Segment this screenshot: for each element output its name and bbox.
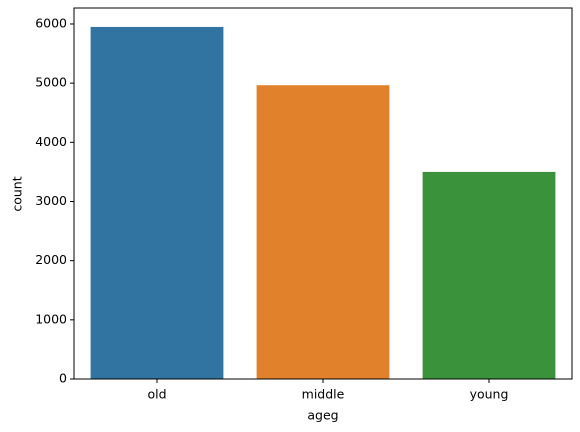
- bar: [422, 171, 556, 379]
- y-tick-label: 2000: [35, 252, 67, 267]
- bar: [256, 85, 390, 379]
- y-axis-label: count: [10, 176, 25, 211]
- y-tick-label: 0: [59, 371, 67, 386]
- x-tick-label: young: [470, 387, 509, 402]
- x-axis-label: ageg: [307, 408, 338, 423]
- x-tick-label: middle: [302, 387, 345, 402]
- y-tick-label: 1000: [35, 311, 67, 326]
- y-tick-label: 6000: [35, 15, 67, 30]
- plot-frame: [73, 7, 573, 380]
- y-tick-label: 4000: [35, 134, 67, 149]
- bar: [90, 26, 224, 380]
- x-tick-label: old: [147, 387, 166, 402]
- y-tick-label: 5000: [35, 75, 67, 90]
- y-tick-label: 3000: [35, 193, 67, 208]
